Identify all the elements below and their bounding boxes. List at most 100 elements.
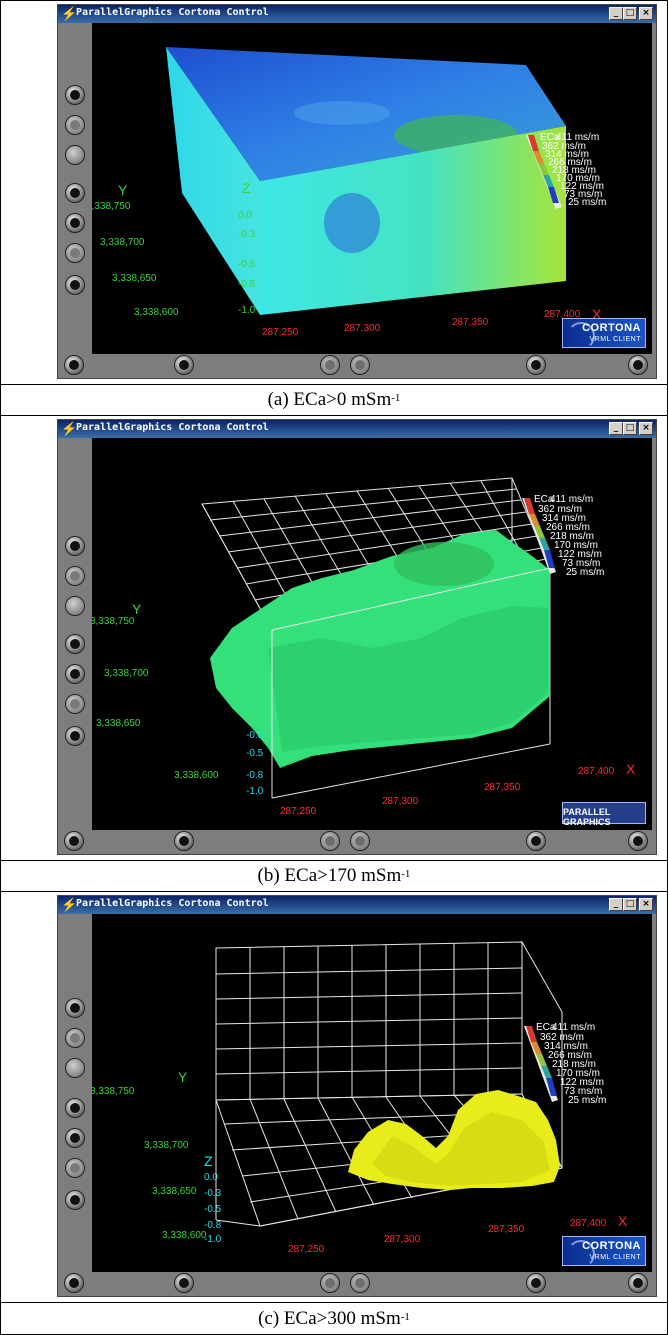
legend-value-5: 170 ms/m — [556, 173, 600, 184]
y-tick-0: 3,338,750 — [92, 1086, 135, 1097]
z-tick-0: 0.0 — [238, 210, 252, 221]
y-tick-3: 3,338,600 — [174, 770, 219, 781]
options-button[interactable] — [64, 355, 84, 375]
view-button[interactable] — [174, 355, 194, 375]
view-button[interactable] — [174, 1273, 194, 1293]
walk-button[interactable] — [65, 998, 85, 1018]
maximize-button[interactable]: □ — [623, 898, 637, 911]
viewport-3d[interactable]: ECa 411 ms/m 362 ms/m 314 ms/m 266 ms/m … — [92, 914, 652, 1272]
wireframe-front — [271, 567, 551, 799]
z-axis-letter: Z — [242, 180, 251, 196]
roll-icon — [70, 731, 80, 741]
fly-button[interactable] — [65, 115, 85, 135]
cortona-logo[interactable]: CORTONA VRML CLIENT — [562, 1236, 646, 1268]
logo-line2: VRML CLIENT — [589, 1254, 641, 1261]
close-button[interactable]: × — [639, 7, 653, 20]
fit-button[interactable] — [628, 831, 648, 851]
minimize-button[interactable]: _ — [609, 7, 623, 20]
turn-button[interactable] — [65, 1158, 85, 1178]
y-tick-0: 3,338,750 — [92, 616, 135, 627]
scene-svg: ECa 411 ms/m 362 ms/m 314 ms/m 266 ms/m … — [92, 47, 606, 338]
study-button[interactable] — [65, 596, 85, 616]
close-button[interactable]: × — [639, 898, 653, 911]
x-axis-letter: X — [626, 761, 636, 777]
walk-button[interactable] — [65, 536, 85, 556]
chevron-left-icon — [325, 360, 335, 370]
restore-button[interactable] — [526, 355, 546, 375]
options-button[interactable] — [64, 831, 84, 851]
z-tick-1: -0.3 — [238, 229, 256, 240]
logo-line1: CORTONA — [582, 322, 641, 334]
turn-button[interactable] — [65, 694, 85, 714]
legend-value-7: 73 ms/m — [564, 1086, 602, 1097]
caption-a-sup: -1 — [391, 392, 401, 404]
pan-button[interactable] — [65, 213, 85, 233]
chevron-right-icon — [355, 1278, 365, 1288]
scene-svg: ECa 411 ms/m 362 ms/m 314 ms/m 266 ms/m … — [92, 940, 628, 1255]
plan-button[interactable] — [65, 634, 85, 654]
pan-button[interactable] — [65, 664, 85, 684]
minimize-button[interactable]: _ — [609, 422, 623, 435]
cortona-window: ⚡ ParallelGraphics Cortona Control _ □ × — [57, 4, 657, 379]
maximize-button[interactable]: □ — [623, 7, 637, 20]
previous-viewpoint-button[interactable] — [320, 1273, 340, 1293]
next-viewpoint-button[interactable] — [350, 831, 370, 851]
legend-value-4: 218 ms/m — [552, 1059, 596, 1070]
roll-button[interactable] — [65, 275, 85, 295]
walk-icon — [70, 1003, 80, 1013]
restore-icon — [531, 836, 541, 846]
roll-button[interactable] — [65, 726, 85, 746]
cortona-window: ⚡ ParallelGraphics Cortona Control _ □ × — [57, 895, 657, 1297]
minimize-button[interactable]: _ — [609, 898, 623, 911]
legend-value-7: 73 ms/m — [564, 189, 602, 200]
block-left-face — [166, 47, 260, 315]
bottom-toolbar — [58, 828, 656, 854]
restore-button[interactable] — [526, 1273, 546, 1293]
maximize-button[interactable]: □ — [623, 422, 637, 435]
legend-value-1: 362 ms/m — [538, 504, 582, 515]
z-tick-3: -0.8 — [246, 770, 264, 781]
z-tick-2: -0.5 — [246, 748, 264, 759]
parallelgraphics-logo[interactable]: PARALLEL GRAPHICS — [562, 802, 646, 827]
legend-value-2: 314 ms/m — [544, 1041, 588, 1052]
legend-value-1: 362 ms/m — [540, 1032, 584, 1043]
x-tick-3: 287,400 — [544, 309, 581, 320]
y-tick-1: 3,338,700 — [100, 237, 145, 248]
legend-value-5: 170 ms/m — [554, 540, 598, 551]
roll-button[interactable] — [65, 1190, 85, 1210]
plan-button[interactable] — [65, 1098, 85, 1118]
next-viewpoint-button[interactable] — [350, 1273, 370, 1293]
viewport-3d[interactable]: ECa 411 ms/m 362 ms/m 314 ms/m 266 ms/m … — [92, 23, 652, 354]
fly-icon — [70, 1033, 80, 1043]
roll-icon — [70, 1195, 80, 1205]
view-button[interactable] — [174, 831, 194, 851]
plan-button[interactable] — [65, 183, 85, 203]
study-button[interactable] — [65, 145, 85, 165]
close-button[interactable]: × — [639, 422, 653, 435]
restore-button[interactable] — [526, 831, 546, 851]
walk-button[interactable] — [65, 85, 85, 105]
caption-b-text: (b) ECa>170 mSm — [257, 865, 402, 886]
viewport-3d[interactable]: ECa 411 ms/m 362 ms/m 314 ms/m 266 ms/m … — [92, 438, 652, 830]
turn-icon — [70, 1163, 80, 1173]
options-button[interactable] — [64, 1273, 84, 1293]
x-tick-1: 287,300 — [344, 323, 381, 334]
turn-button[interactable] — [65, 243, 85, 263]
titlebar[interactable]: ⚡ ParallelGraphics Cortona Control _ □ × — [58, 5, 656, 23]
study-button[interactable] — [65, 1058, 85, 1078]
previous-viewpoint-button[interactable] — [320, 831, 340, 851]
z-tick-3: -0.8 — [204, 1220, 222, 1231]
previous-viewpoint-button[interactable] — [320, 355, 340, 375]
cortona-logo[interactable]: CORTONA VRML CLIENT — [562, 318, 646, 350]
fit-button[interactable] — [628, 355, 648, 375]
view-icon — [179, 1278, 189, 1288]
titlebar[interactable]: ⚡ ParallelGraphics Cortona Control _ □ × — [58, 420, 656, 438]
fly-button[interactable] — [65, 566, 85, 586]
fit-button[interactable] — [628, 1273, 648, 1293]
next-viewpoint-button[interactable] — [350, 355, 370, 375]
fly-button[interactable] — [65, 1028, 85, 1048]
pan-button[interactable] — [65, 1128, 85, 1148]
logo-line2: VRML CLIENT — [589, 336, 641, 343]
titlebar[interactable]: ⚡ ParallelGraphics Cortona Control _ □ × — [58, 896, 656, 914]
legend-value-2: 314 ms/m — [545, 149, 589, 160]
